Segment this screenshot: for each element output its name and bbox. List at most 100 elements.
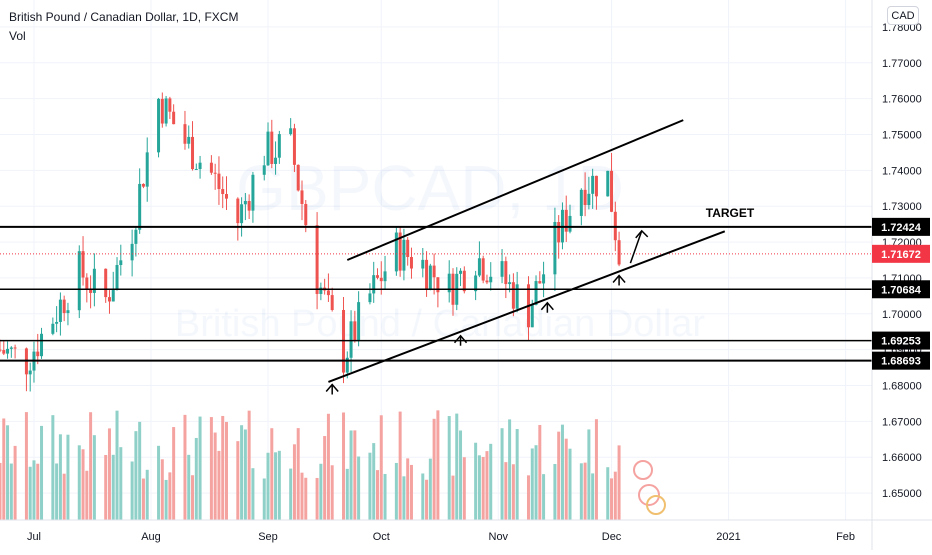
candle-body — [425, 259, 429, 289]
volume-bar — [474, 442, 478, 520]
volume-bar — [292, 444, 296, 520]
canada-flag-icon[interactable] — [638, 484, 660, 506]
volume-bar — [315, 477, 319, 520]
volume-bar — [24, 412, 28, 520]
x-tick-label: Nov — [489, 531, 509, 543]
x-tick-label: Jul — [27, 531, 41, 543]
candle-body — [409, 256, 413, 269]
candle-body — [428, 265, 432, 289]
y-tick-label: 1.76000 — [882, 94, 922, 106]
volume-bar — [81, 449, 85, 520]
volume-bar — [270, 428, 274, 520]
volume-bar — [191, 475, 195, 520]
candle-body — [462, 270, 466, 292]
candle-body — [183, 124, 187, 144]
candle-body — [617, 240, 621, 265]
volume-bar — [594, 419, 598, 520]
volume-indicator-label[interactable]: Vol — [9, 29, 26, 43]
candle-body — [379, 277, 383, 282]
candle-body — [538, 281, 542, 284]
candle-body — [300, 190, 304, 204]
candle-body — [111, 288, 115, 302]
volume-bar — [213, 432, 217, 520]
candle-body — [157, 98, 161, 153]
touch-arrow-head — [540, 301, 554, 311]
volume-bar — [353, 430, 357, 520]
candle-body — [557, 222, 561, 243]
candle-body — [2, 350, 6, 354]
y-tick-label: 1.75000 — [882, 129, 922, 141]
volume-bar — [111, 454, 115, 520]
volume-bar — [485, 451, 489, 520]
volume-bar — [274, 452, 278, 520]
volume-bar — [459, 430, 463, 520]
candle-body — [394, 232, 398, 272]
volume-bar — [89, 412, 93, 520]
volume-bar — [617, 445, 621, 520]
volume-bar — [462, 457, 466, 520]
volume-bar — [104, 454, 108, 520]
volume-bar — [568, 448, 572, 520]
volume-bar — [394, 462, 398, 520]
level-price-badge — [872, 280, 930, 299]
volume-bar — [436, 410, 440, 520]
candle-body — [315, 225, 319, 294]
calendar-event-icon[interactable] — [633, 460, 653, 480]
candle-body — [236, 198, 240, 224]
volume-bar — [183, 414, 187, 520]
volume-bar — [240, 425, 244, 520]
volume-bar — [579, 463, 583, 520]
level-price-badge — [872, 217, 930, 236]
uk-flag-icon[interactable] — [646, 495, 666, 515]
candle-body — [274, 157, 278, 164]
candle-body — [349, 321, 353, 358]
volume-bar — [145, 469, 149, 520]
volume-bar — [243, 429, 247, 520]
trendline-upper — [346, 119, 684, 261]
volume-bar — [409, 464, 413, 520]
candle-body — [251, 174, 255, 211]
volume-bar — [62, 473, 66, 520]
candle-body — [58, 299, 62, 322]
candle-body — [504, 261, 508, 285]
watermark: GBPCAD, 1D British Pound / Canadian Doll… — [175, 152, 706, 345]
candle-body — [591, 175, 595, 194]
candle-body — [168, 98, 172, 112]
candle-body — [534, 281, 538, 305]
candle-body — [372, 275, 376, 294]
volume-bar — [526, 475, 530, 520]
candle-body — [511, 282, 515, 309]
volume-bar — [138, 421, 142, 520]
volume-bar — [368, 452, 372, 520]
volume-bar — [13, 445, 17, 520]
volume-bar — [134, 431, 138, 520]
volume-bar — [168, 472, 172, 520]
volume-bar — [402, 476, 406, 520]
x-tick-label: Aug — [141, 531, 161, 543]
candle-body — [330, 295, 334, 310]
candle-body — [515, 284, 519, 309]
candle-body — [81, 251, 85, 278]
candle-body — [481, 258, 485, 281]
candle-body — [402, 239, 406, 271]
candle-body — [104, 268, 108, 298]
volume-bar — [379, 415, 383, 520]
volume-bar — [58, 434, 62, 520]
volume-bar — [209, 417, 213, 520]
candle-body — [583, 189, 587, 206]
volume-bar — [564, 438, 568, 520]
volume-bar — [172, 427, 176, 520]
candle-body — [55, 321, 59, 324]
volume-bar — [538, 424, 542, 520]
volume-bar — [194, 437, 198, 520]
volume-bar — [511, 464, 515, 520]
y-tick-label: 1.74000 — [882, 165, 922, 177]
currency-button[interactable]: CAD — [887, 6, 919, 25]
candle-body — [292, 128, 296, 165]
volume-bar — [36, 463, 40, 520]
candle-body — [564, 209, 568, 232]
volume-bar — [262, 478, 266, 520]
candle-body — [398, 232, 402, 271]
